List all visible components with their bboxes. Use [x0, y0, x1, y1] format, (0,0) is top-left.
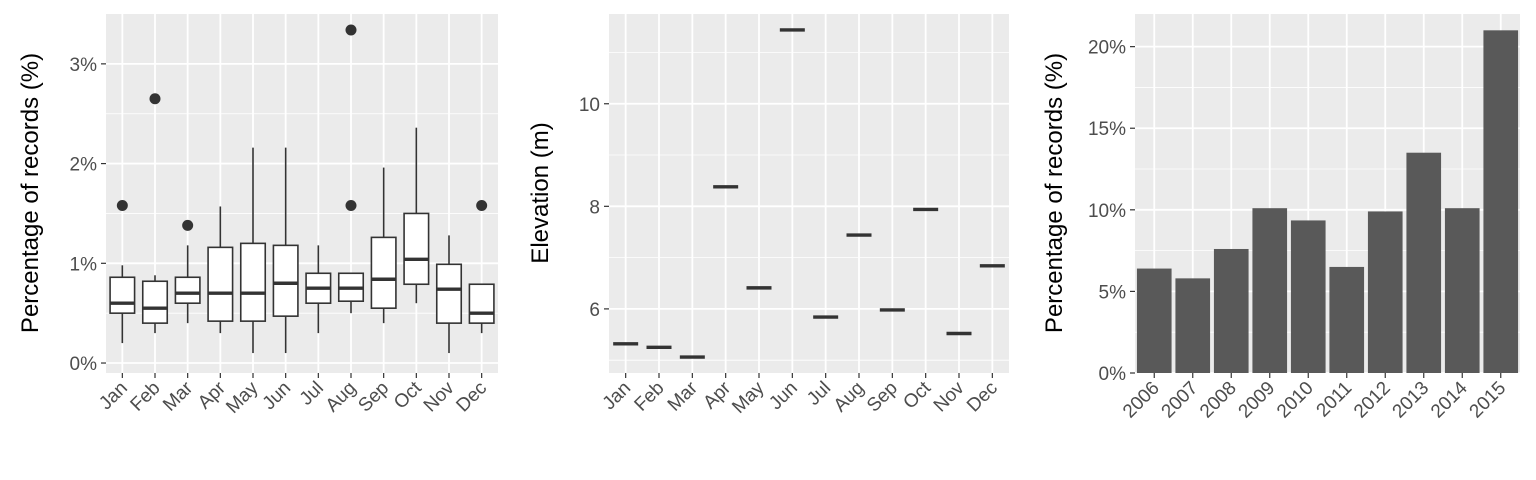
chart-panel-3: 0%5%10%15%20%200620072008200920102011201… [1041, 14, 1520, 422]
y-axis-label: Percentage of records (%) [17, 53, 44, 333]
box-apr [207, 206, 234, 334]
y-tick-label: 10% [1088, 201, 1126, 222]
outlier-point [345, 199, 357, 211]
bar-2011 [1329, 266, 1365, 373]
box-body [468, 283, 495, 324]
x-tick-label: Dec [452, 378, 491, 417]
outlier-point [116, 199, 128, 211]
x-tick-label: Aug [322, 378, 361, 417]
x-tick-label: Aug [830, 378, 869, 417]
x-tick-label: Apr [699, 377, 735, 413]
box-jun [272, 147, 299, 354]
x-tick-label: Jul [296, 378, 328, 410]
x-tick-label: Oct [390, 377, 426, 413]
box-oct [403, 127, 430, 304]
x-tick-label: 2015 [1466, 378, 1511, 423]
bar-2006 [1136, 268, 1172, 373]
y-tick-label: 3% [70, 55, 98, 76]
bar-2014 [1444, 208, 1480, 373]
box-mar [174, 219, 201, 324]
box-aug [337, 24, 365, 314]
x-tick-label: 2008 [1196, 378, 1241, 423]
bar-2009 [1252, 208, 1288, 373]
y-tick-label: 10 [579, 95, 600, 116]
bar-2010 [1290, 220, 1326, 373]
box-body [207, 246, 234, 322]
y-tick-label: 2% [70, 155, 98, 176]
y-tick-label: 1% [70, 254, 98, 275]
x-tick-label: 2013 [1389, 378, 1434, 423]
box-body [272, 244, 299, 317]
box-nov [435, 235, 463, 354]
outlier-point [182, 219, 194, 231]
x-tick-label: 2011 [1313, 378, 1357, 422]
y-tick-label: 6 [589, 300, 600, 321]
y-tick-label: 8 [589, 197, 600, 218]
x-tick-label: May [728, 377, 769, 418]
box-body [239, 242, 267, 322]
outlier-point [345, 24, 357, 36]
x-tick-label: Feb [127, 378, 165, 416]
x-tick-label: Jan [599, 378, 636, 415]
x-tick-label: 2012 [1350, 378, 1395, 423]
y-tick-label: 15% [1088, 119, 1126, 140]
x-tick-label: Apr [194, 377, 230, 413]
x-tick-label: Mar [159, 377, 197, 415]
x-tick-label: 2007 [1158, 378, 1203, 423]
box-sep [370, 167, 397, 324]
y-tick-label: 20% [1088, 38, 1126, 59]
y-tick-label: 5% [1099, 282, 1127, 303]
panel-background [609, 14, 1009, 373]
box-body [174, 276, 201, 304]
y-axis-label: Elevation (m) [527, 122, 554, 263]
x-tick-label: Jun [765, 378, 802, 415]
x-tick-label: 2014 [1427, 377, 1472, 422]
x-tick-label: Jun [259, 378, 296, 415]
box-dec [468, 199, 495, 334]
outlier-point [476, 199, 488, 211]
box-jul [305, 245, 332, 334]
x-tick-label: May [222, 377, 263, 418]
outlier-point [149, 93, 161, 105]
box-body [435, 263, 463, 324]
x-tick-label: Feb [631, 378, 669, 416]
y-axis-label: Percentage of records (%) [1041, 53, 1068, 333]
x-tick-label: Oct [899, 377, 935, 413]
box-feb [141, 93, 169, 334]
box-jan [109, 199, 136, 344]
box-may [239, 147, 267, 354]
x-tick-label: Nov [420, 377, 459, 416]
bar-2012 [1367, 211, 1403, 373]
x-tick-label: Jul [803, 378, 835, 410]
bar-2008 [1213, 248, 1249, 373]
box-body [141, 280, 169, 324]
bar-2015 [1483, 30, 1519, 374]
bar-2013 [1406, 152, 1442, 373]
x-tick-label: 2010 [1273, 378, 1318, 423]
y-tick-label: 0% [70, 354, 98, 375]
x-tick-label: Dec [963, 378, 1002, 417]
box-body [403, 212, 430, 286]
bar-2007 [1175, 278, 1211, 373]
box-body [109, 276, 136, 314]
x-tick-label: Sep [863, 378, 902, 417]
x-tick-label: Mar [664, 377, 702, 415]
x-tick-label: 2009 [1235, 378, 1280, 423]
box-body [370, 236, 397, 309]
x-tick-label: Sep [354, 378, 393, 417]
y-tick-label: 0% [1099, 364, 1127, 385]
x-tick-label: Jan [95, 378, 132, 415]
x-tick-label: Nov [930, 377, 969, 416]
